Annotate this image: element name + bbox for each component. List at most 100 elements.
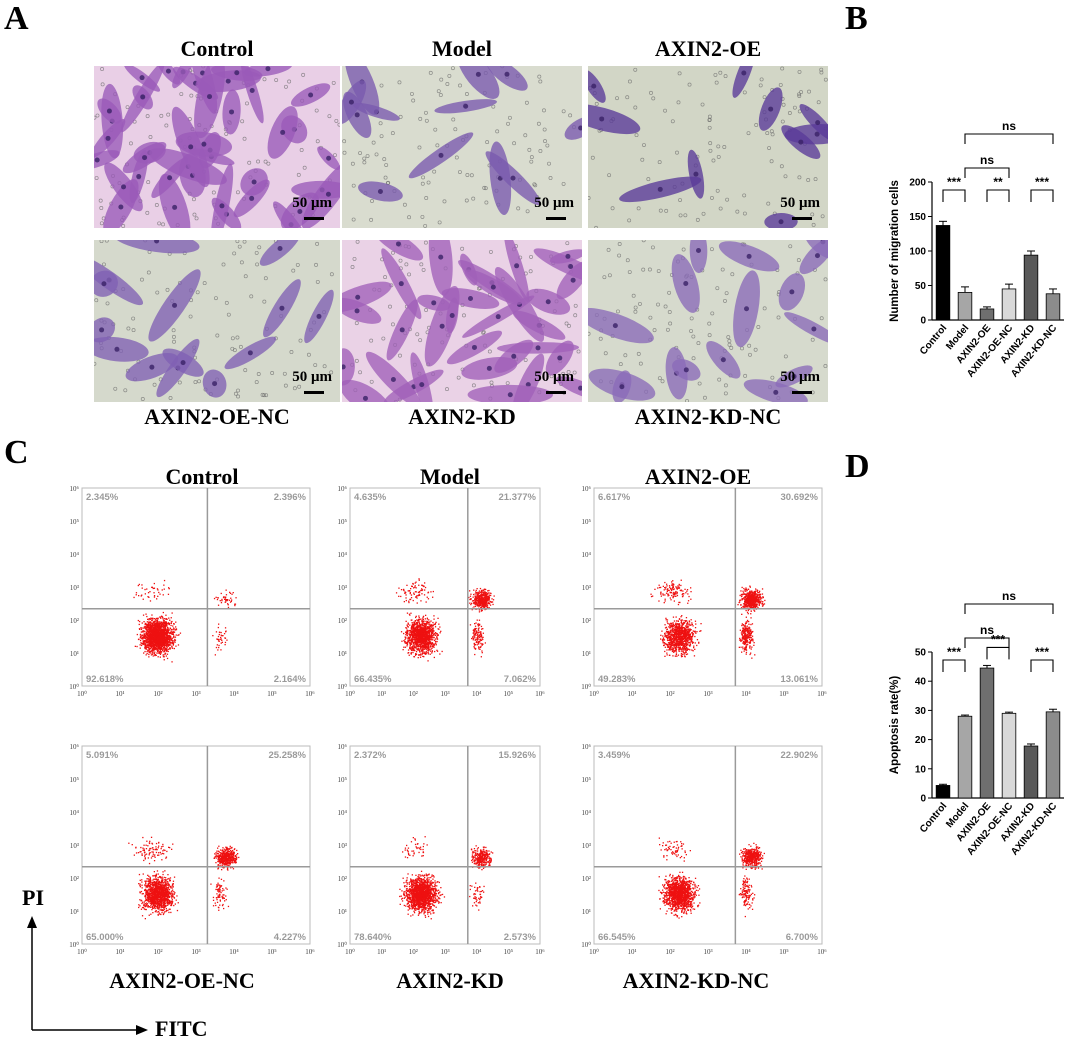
y-tick-label: 10³ [70, 842, 79, 850]
x-tick-label: 10⁶ [305, 948, 315, 956]
x-tick-label: 10¹ [627, 690, 636, 698]
flow-title-axin2-oe-nc: AXIN2-OE-NC [109, 968, 255, 993]
quadrant-upper-right-pct: 21.377% [498, 492, 536, 503]
y-tick-label: 10⁰ [69, 941, 79, 949]
y-tick-label: 10⁴ [582, 809, 592, 817]
x-tick-label: 10² [665, 948, 674, 956]
y-tick-label: 30 [915, 706, 927, 717]
quadrant-lower-right-pct: 13.061% [780, 674, 818, 685]
flow-plot-axin2-kd-nc: 3.459% 22.902% 66.545% 6.700% 10⁰ 10⁰ 10¹ 10¹ 10… [581, 743, 827, 958]
x-tick-label: 10² [665, 690, 674, 698]
y-tick-label: 10⁵ [582, 518, 592, 526]
bar-model [957, 715, 973, 799]
error-bar [1027, 743, 1035, 747]
scale-bar-label: 50 μm [292, 369, 332, 385]
quadrant-lower-left-pct: 66.545% [598, 932, 636, 943]
flow-dot-cloud [658, 837, 765, 919]
significance-label: *** [991, 632, 1005, 646]
x-tick-label: 10⁵ [504, 690, 514, 698]
x-tick-label: 10³ [191, 690, 200, 698]
error-bar [961, 286, 969, 293]
significance-label: *** [947, 645, 961, 659]
quadrant-lower-left-pct: 92.618% [86, 674, 124, 685]
y-tick-label: 10¹ [70, 908, 79, 916]
x-tick-label: 10³ [703, 948, 712, 956]
migration-bar-chart: 0 50 100 150 200 Number of migration cells Con… [880, 110, 1070, 400]
y-tick-label: 100 [909, 247, 926, 258]
y-tick-label: 10⁶ [338, 485, 348, 493]
error-bar [983, 664, 991, 669]
significance-bracket [1030, 189, 1054, 202]
x-tick-label: 10⁰ [345, 948, 355, 956]
significance-label: ns [1002, 589, 1016, 603]
micrograph-image [588, 240, 828, 402]
y-tick-label: 10⁵ [70, 518, 80, 526]
flow-title-axin2-oe: AXIN2-OE [644, 464, 752, 489]
y-tick-label: 0 [920, 316, 926, 327]
flow-plot-model: 4.635% 21.377% 66.435% 7.062% 10⁰ 10⁰ 10¹ 10¹ 10… [337, 485, 545, 700]
micrograph-title-axin2-oe-nc: AXIN2-OE-NC [144, 404, 290, 429]
bar-model [957, 291, 973, 321]
micrograph-title-axin2-kd-nc: AXIN2-KD-NC [634, 404, 782, 429]
panel-label-c: C [4, 434, 29, 471]
quadrant-lower-right-pct: 2.573% [504, 932, 537, 943]
flow-plot-control: 2.345% 2.396% 92.618% 2.164% 10⁰ 10⁰ 10¹ 10¹ 10²… [69, 485, 315, 700]
significance-bracket [1030, 659, 1054, 672]
y-tick-label: 200 [909, 178, 926, 189]
flow-plot-axin2-kd: 2.372% 15.926% 78.640% 2.573% 10⁰ 10⁰ 10¹ 10¹ 10… [337, 743, 545, 958]
significance-label: ** [993, 175, 1003, 189]
significance-label: *** [1035, 645, 1049, 659]
scale-bar [546, 391, 566, 394]
flow-title-axin2-kd-nc: AXIN2-KD-NC [622, 968, 770, 993]
scale-bar [304, 217, 324, 220]
y-tick-label: 50 [915, 281, 927, 292]
x-tick-label: 10⁰ [77, 948, 87, 956]
quadrant-upper-left-pct: 3.459% [598, 750, 631, 761]
quadrant-lower-left-pct: 49.283% [598, 674, 636, 685]
fitc-axis-arrowhead [136, 1025, 148, 1035]
x-tick-label: 10⁶ [535, 690, 545, 698]
y-tick-label: 10⁰ [337, 683, 347, 691]
flow-dot-cloud [395, 578, 495, 662]
quadrant-upper-left-pct: 6.617% [598, 492, 631, 503]
micrograph-title-control: Control [180, 36, 254, 61]
x-category-label: Control [918, 801, 949, 835]
scale-bar-label: 50 μm [780, 369, 820, 385]
y-tick-label: 10³ [338, 842, 347, 850]
flow-dot-cloud [128, 836, 240, 920]
y-tick-label: 10⁶ [70, 743, 80, 751]
bar-axin2-kd-nc [1045, 711, 1061, 799]
significance-label: ns [980, 623, 994, 637]
y-tick-label: 0 [920, 794, 926, 805]
error-bar [961, 714, 969, 717]
x-tick-label: 10⁶ [817, 690, 827, 698]
x-tick-label: 10⁴ [229, 690, 239, 698]
panel-label-d: D [845, 448, 870, 485]
x-tick-label: 10⁶ [305, 690, 315, 698]
y-tick-label: 10¹ [582, 650, 591, 658]
micrograph-axin2-oe-nc: 50 μm [94, 240, 340, 402]
scale-bar-label: 50 μm [534, 369, 574, 385]
flow-dot-cloud [133, 579, 237, 663]
y-tick-label: 10⁶ [582, 743, 592, 751]
micrograph-axin2-kd-nc: 50 μm [588, 240, 828, 402]
flow-title-control: Control [165, 464, 239, 489]
quadrant-upper-right-pct: 15.926% [498, 750, 536, 761]
flow-plot-axin2-oe: 6.617% 30.692% 49.283% 13.061% 10⁰ 10⁰ 10¹ 10¹ 1… [581, 485, 827, 700]
x-tick-label: 10¹ [627, 948, 636, 956]
error-bar [939, 783, 947, 786]
micrograph-image [588, 66, 828, 228]
x-tick-label: 10⁰ [77, 690, 87, 698]
bar-control [935, 225, 951, 321]
x-tick-label: 10⁶ [535, 948, 545, 956]
significance-bracket [986, 646, 1010, 660]
significance-label: ns [1002, 119, 1016, 133]
micrograph-model: 50 μm [342, 66, 582, 228]
panel-label-b: B [845, 0, 868, 37]
significance-bracket [942, 659, 966, 672]
micrograph-title-axin2-kd: AXIN2-KD [408, 404, 516, 429]
x-tick-label: 10⁵ [267, 690, 277, 698]
x-tick-label: 10¹ [377, 948, 386, 956]
flow-dot-cloud [650, 579, 766, 659]
